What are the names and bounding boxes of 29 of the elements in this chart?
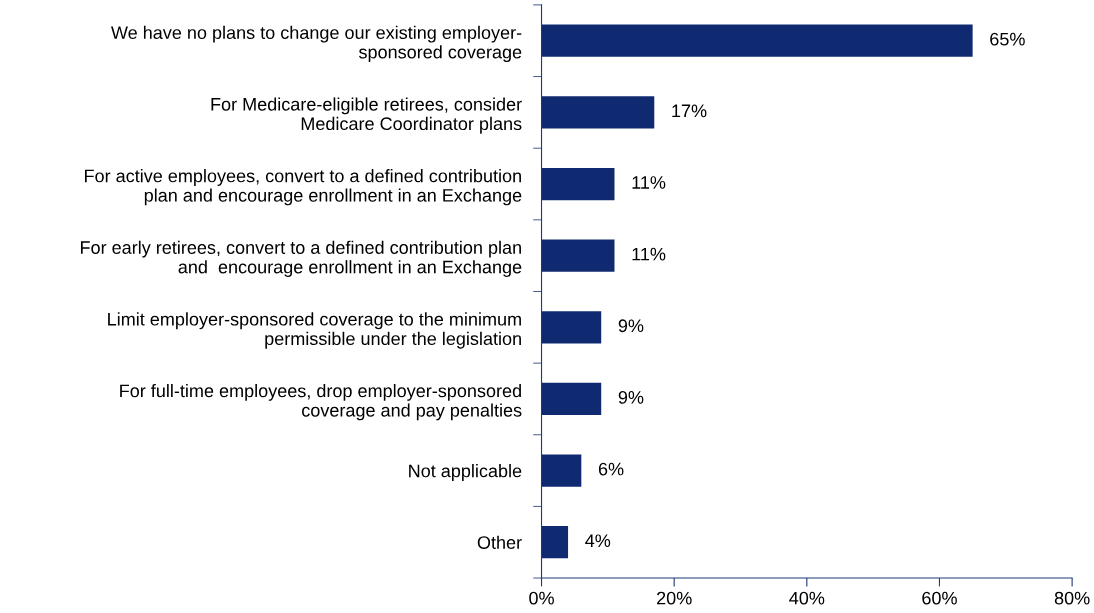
data-label: 11%: [632, 176, 666, 189]
data-label: 4%: [585, 534, 611, 548]
bar: [541, 454, 582, 487]
x-tick-label: 80%: [1054, 591, 1090, 605]
bar: [541, 382, 602, 416]
bar: [541, 311, 602, 344]
y-tick-label: Not applicable: [409, 464, 522, 481]
y-tick-label: For Medicare-eligible retirees, consider Medicare Coordinator plans: [211, 97, 522, 134]
y-tick-label: We have no plans to change our existing employer- sponsored coverage: [111, 25, 522, 63]
bar: [541, 96, 655, 129]
bar: [541, 167, 615, 201]
data-label: 9%: [618, 319, 644, 333]
data-label: 9%: [618, 391, 644, 404]
bar: [541, 239, 615, 272]
data-label: 11%: [632, 247, 666, 261]
bar: [541, 526, 569, 559]
data-label: 65%: [990, 32, 1025, 46]
y-tick-label: For early retirees, convert to a defined contribution plan and encourage enrollment in an Exchange: [81, 240, 522, 277]
x-tick-label: 20%: [657, 591, 692, 605]
bar: [541, 24, 973, 57]
data-label: 6%: [598, 462, 624, 476]
y-tick-label: Other: [477, 535, 522, 549]
y-tick-label: Limit employer-sponsored coverage to the minimum permissible under the legislation: [108, 312, 521, 349]
x-tick-label: 60%: [922, 591, 957, 605]
data-label: 17%: [672, 104, 707, 118]
x-tick-label: 0%: [529, 591, 554, 605]
x-tick-label: 40%: [789, 591, 825, 605]
y-tick-label: For full-time employees, drop employer-sponsored coverage and pay penalties: [120, 383, 522, 421]
y-tick-label: For active employees, convert to a defined contribution plan and encourage enrollment in an Exchange: [85, 169, 522, 206]
